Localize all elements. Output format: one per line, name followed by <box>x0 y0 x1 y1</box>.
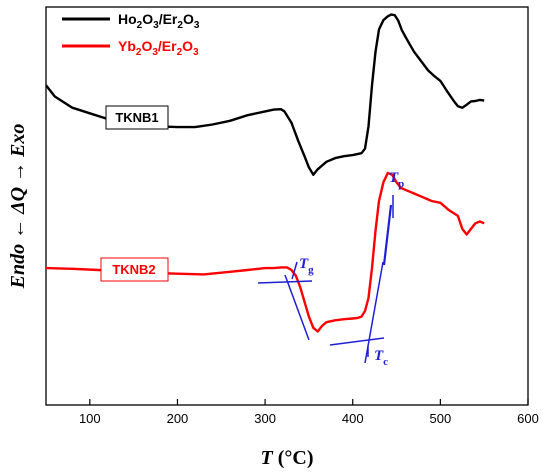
tg-baseline-tangent <box>257 280 313 284</box>
x-tick-label: 600 <box>517 411 539 426</box>
tg-marker <box>291 261 298 280</box>
annotation-tp-symbol: T <box>389 170 399 186</box>
tg-slope-tangent <box>284 274 310 341</box>
x-tick-label: 100 <box>79 411 101 426</box>
legend: Ho2O3/Er2O3 Yb2O3/Er2O3 <box>62 11 200 58</box>
label-box-tknb1-border <box>105 105 169 130</box>
annotation-tp-subscript: p <box>398 178 404 190</box>
annotation-tp: Tp <box>389 170 404 190</box>
tc-baseline-tangent <box>329 337 385 346</box>
annotation-tc-symbol: T <box>374 348 384 364</box>
series-line-ho2o3-er2o3 <box>45 13 485 177</box>
label-box-tknb2: TKNB2 <box>100 257 169 282</box>
annotation-tc-subscript: c <box>383 356 388 368</box>
legend-label-yb2o3-er2o3: Yb2O3/Er2O3 <box>118 38 199 58</box>
legend-label-ho2o3-er2o3: Ho2O3/Er2O3 <box>118 11 200 31</box>
tp-peak-blue <box>382 204 393 266</box>
y-axis-title: Endo ← ΔQ → Exo <box>7 124 29 290</box>
x-axis-title: T (°C) <box>261 447 314 469</box>
label-box-tknb2-text: TKNB2 <box>112 262 155 277</box>
x-tick-label: 300 <box>254 411 276 426</box>
annotation-tg-subscript: g <box>308 264 314 276</box>
x-tick-label: 400 <box>342 411 364 426</box>
x-axis-title-symbol: T <box>261 447 274 469</box>
x-axis: 100 200 300 400 500 600 <box>79 399 539 426</box>
plot-frame <box>45 6 529 406</box>
label-box-tknb1: TKNB1 <box>105 105 169 130</box>
annotation-tc: Tc <box>374 348 388 368</box>
series-line-yb2o3-er2o3 <box>45 171 485 333</box>
x-tick-label: 500 <box>430 411 452 426</box>
label-box-tknb1-text: TKNB1 <box>115 110 158 125</box>
annotation-tg-symbol: T <box>299 256 309 272</box>
x-tick-label: 200 <box>167 411 189 426</box>
x-axis-title-unit: (°C) <box>278 447 314 469</box>
tangent-lines <box>257 195 394 364</box>
label-box-tknb2-border <box>100 257 169 282</box>
annotation-tg: Tg <box>299 256 314 276</box>
